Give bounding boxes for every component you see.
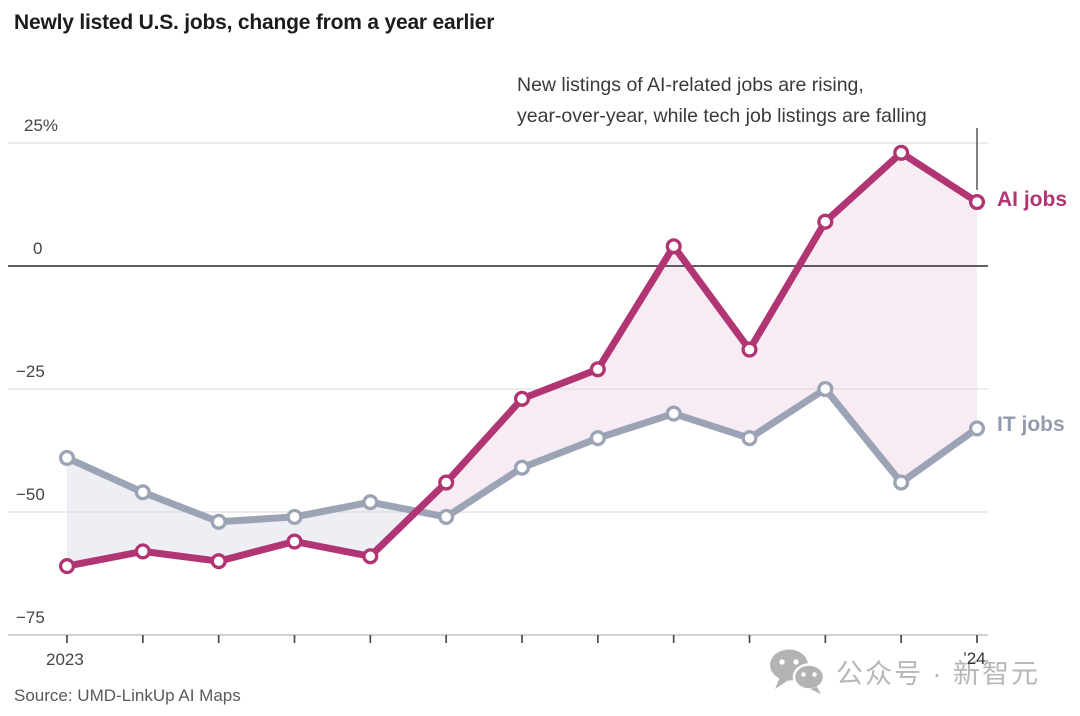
it-jobs-marker <box>513 459 531 476</box>
it-jobs-marker <box>362 494 379 511</box>
it-jobs-marker <box>589 430 606 447</box>
x-axis-label-24: ’24 <box>963 649 986 668</box>
watermark-text: 公众号 · 新智元 <box>836 658 1040 689</box>
it-jobs-marker <box>438 508 455 525</box>
ai-jobs-marker <box>893 144 910 161</box>
y-axis-label-neg75: −75 <box>16 608 45 627</box>
source-line: Source: UMD-LinkUp AI Maps <box>14 686 241 705</box>
ai-jobs-marker <box>589 361 606 378</box>
y-axis-label-neg50: −50 <box>16 485 45 504</box>
it-jobs-marker <box>286 508 303 525</box>
ai-jobs-marker <box>438 474 455 491</box>
it-jobs-marker <box>134 484 151 501</box>
it-jobs-marker <box>968 420 986 437</box>
wechat-icon <box>770 649 826 694</box>
band-fill-it-above <box>67 457 417 567</box>
ai-jobs-marker <box>665 238 682 255</box>
series-label-ai-jobs: AI jobs <box>997 188 1068 211</box>
annotation-line-1: New listings of AI-related jobs are risi… <box>517 74 864 96</box>
annotation-line-2: year-over-year, while tech job listings … <box>517 105 927 127</box>
x-axis-label-2023: 2023 <box>46 650 84 669</box>
annotation: New listings of AI-related jobs are risi… <box>517 70 927 132</box>
it-jobs-marker <box>58 449 76 466</box>
ai-jobs-marker <box>134 543 151 560</box>
ai-jobs-marker <box>741 341 758 358</box>
ai-jobs-marker <box>817 213 834 230</box>
it-jobs-marker <box>210 513 227 530</box>
watermark: 公众号 · 新智元 <box>768 648 1040 694</box>
ai-jobs-marker <box>58 558 76 575</box>
ai-jobs-marker <box>362 548 379 565</box>
ai-jobs-marker <box>513 390 531 407</box>
it-jobs-marker <box>817 380 834 398</box>
y-axis-label-neg25: −25 <box>16 362 45 381</box>
ai-jobs-marker <box>286 533 303 550</box>
it-jobs-marker <box>665 405 682 422</box>
ai-jobs-marker <box>968 193 986 211</box>
page-title: Newly listed U.S. jobs, change from a ye… <box>14 11 495 34</box>
y-axis-label-0: 0 <box>33 239 43 258</box>
it-jobs-marker <box>741 430 758 447</box>
ai-jobs-marker <box>210 553 227 570</box>
it-jobs-marker <box>893 474 910 491</box>
band-fill-ai-above <box>416 152 977 517</box>
y-axis-label-25: 25% <box>24 116 59 135</box>
series-label-it-jobs: IT jobs <box>997 413 1065 436</box>
